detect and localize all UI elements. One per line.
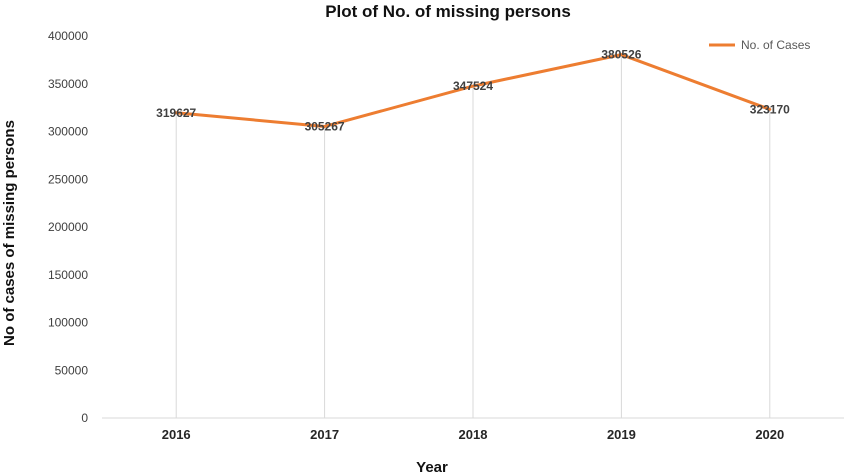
y-tick-label: 200000 bbox=[48, 220, 88, 234]
y-tick-label: 0 bbox=[81, 411, 88, 425]
x-axis-ticks: 2016 2017 2018 2019 2020 bbox=[162, 427, 785, 442]
data-label: 323170 bbox=[750, 102, 790, 116]
data-labels: 319627 305267 347524 380526 323170 bbox=[156, 48, 790, 134]
x-tick-label: 2016 bbox=[162, 427, 191, 442]
y-tick-label: 300000 bbox=[48, 125, 88, 139]
x-tick-label: 2017 bbox=[310, 427, 339, 442]
y-axis-ticks: 0 50000 100000 150000 200000 250000 300000 3500… bbox=[48, 29, 88, 425]
data-label: 347524 bbox=[453, 79, 493, 93]
data-label: 319627 bbox=[156, 106, 196, 120]
x-tick-label: 2019 bbox=[607, 427, 636, 442]
x-tick-label: 2018 bbox=[459, 427, 488, 442]
y-tick-label: 50000 bbox=[55, 363, 89, 377]
y-tick-label: 100000 bbox=[48, 316, 88, 330]
y-axis-title: No of cases of missing persons bbox=[1, 120, 18, 346]
y-tick-label: 250000 bbox=[48, 172, 88, 186]
legend[interactable]: No. of Cases bbox=[709, 38, 810, 52]
data-label: 305267 bbox=[305, 119, 345, 133]
y-tick-label: 150000 bbox=[48, 268, 88, 282]
drop-lines bbox=[175, 54, 771, 418]
y-tick-label: 350000 bbox=[48, 77, 88, 91]
series-layer bbox=[174, 53, 772, 128]
x-axis-title: Year bbox=[416, 459, 448, 476]
legend-label: No. of Cases bbox=[741, 38, 810, 52]
x-tick-label: 2020 bbox=[755, 427, 784, 442]
y-tick-label: 400000 bbox=[48, 29, 88, 43]
data-label: 380526 bbox=[601, 48, 641, 62]
chart-title: Plot of No. of missing persons bbox=[325, 2, 571, 21]
series-line-no-of-cases bbox=[174, 53, 772, 128]
